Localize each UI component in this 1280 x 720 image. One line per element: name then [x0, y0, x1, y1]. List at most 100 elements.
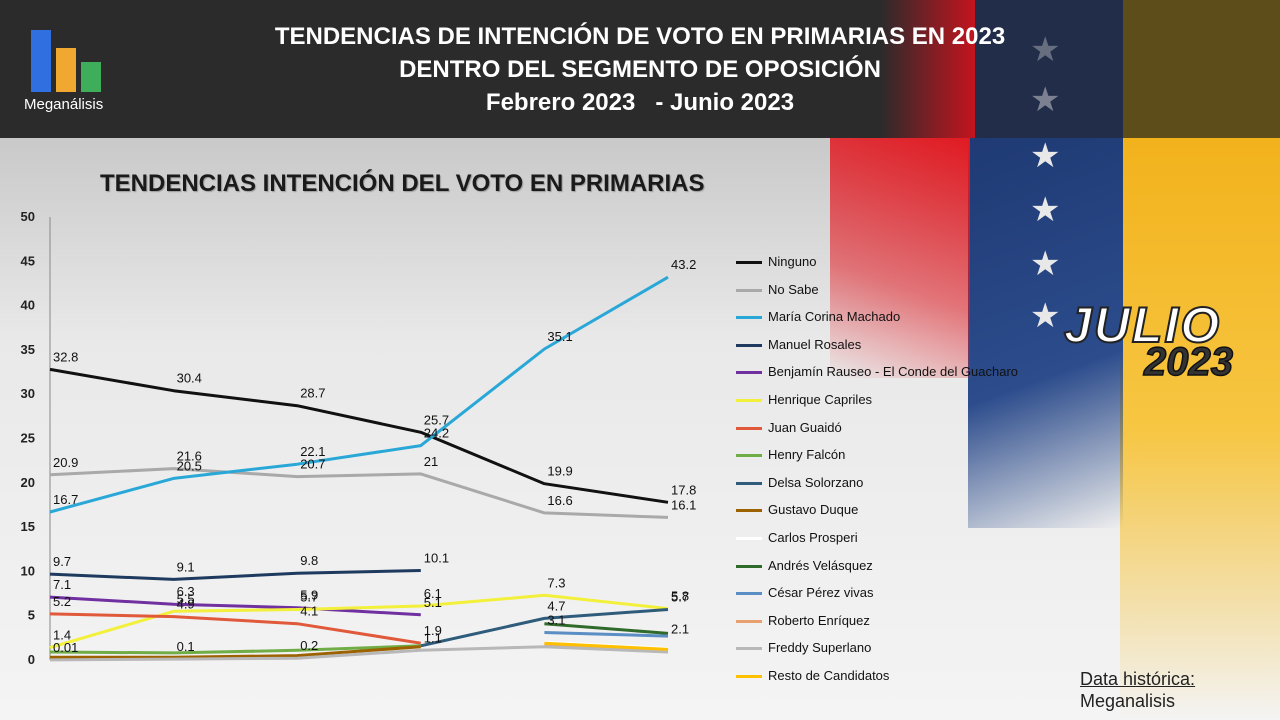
header-flag-red: [880, 0, 975, 138]
data-label: 43.2: [671, 257, 696, 272]
legend-swatch: [736, 537, 762, 540]
meganalisis-logo: Meganálisis: [24, 30, 114, 120]
series-line-delsa-solorzano: [420, 608, 669, 648]
legend-swatch: [736, 288, 762, 292]
data-label: 5.8: [671, 589, 689, 604]
data-label: 22.1: [300, 444, 325, 459]
logo-bar-blue: [31, 30, 51, 92]
data-label: 7.3: [547, 575, 565, 590]
series-line-juan-guaid-: [49, 612, 422, 645]
header-title-line3: Febrero 2023 - Junio 2023: [485, 89, 795, 116]
data-label: 32.8: [53, 349, 78, 364]
july-2023-badge: JULIO 2023: [1063, 296, 1274, 396]
data-label: 5.7: [300, 589, 318, 604]
data-label: 1.1: [424, 630, 442, 645]
logo-bar-orange: [56, 48, 76, 92]
data-label: 4.1: [300, 604, 318, 619]
legend-label: Benjamín Rauseo - El Conde del Guacharo: [768, 364, 1019, 380]
legend-swatch: [736, 592, 762, 596]
data-label: 16.7: [53, 492, 78, 507]
star-icon: ★: [1030, 31, 1061, 69]
data-label: 1.9: [424, 623, 442, 638]
data-label: 25.7: [424, 412, 449, 427]
legend-label: Juan Guaidó: [768, 419, 842, 435]
data-label: 0.01: [53, 640, 78, 655]
data-label: 5.2: [53, 594, 71, 609]
legend-swatch: [736, 675, 762, 678]
badge-year: 2023: [1143, 339, 1233, 385]
legend-label: Manuel Rosales: [768, 336, 862, 352]
legend-swatch: [736, 316, 762, 320]
data-label: 30.4: [177, 371, 202, 386]
legend-swatch: [736, 261, 762, 264]
y-tick-label: 50: [21, 209, 35, 224]
data-label: 7.1: [53, 577, 71, 592]
legend-swatch: [736, 564, 762, 568]
source-line1: Data histórica:: [1080, 669, 1196, 689]
flag-red-stripe: [830, 138, 970, 378]
series-line-manuel-rosales: [49, 569, 421, 581]
star-icon: ★: [1030, 137, 1061, 175]
data-label: 20.5: [177, 458, 202, 473]
y-tick-label: 10: [21, 563, 35, 578]
data-label: 6.3: [177, 584, 195, 599]
data-label: 20.9: [53, 455, 78, 470]
series-line-c-sar-p-rez-vivas: [544, 631, 669, 638]
y-tick-label: 0: [28, 652, 35, 667]
source-line2: Meganalisis: [1080, 691, 1176, 711]
legend-swatch: [736, 426, 762, 430]
series-line-mar-a-corina-machado: [49, 275, 669, 514]
legend-label: Roberto Enríquez: [768, 612, 870, 628]
data-label: 17.8: [671, 482, 696, 497]
legend-swatch: [736, 399, 762, 402]
data-label: 16.6: [547, 493, 572, 508]
logo-bar-green: [81, 62, 101, 92]
series-line-andr-s-vel-squez: [544, 622, 669, 635]
legend-label: Freddy Superlano: [768, 640, 872, 656]
data-label: 21.6: [177, 449, 202, 464]
data-label: 3.1: [547, 613, 565, 628]
legend-label: No Sabe: [768, 281, 819, 297]
y-tick-label: 15: [21, 519, 35, 534]
y-axis: 0 5 10 15 20 25 30 35 40 45 50: [21, 209, 51, 667]
logo-text: Meganálisis: [24, 96, 104, 113]
legend-label: Gustavo Duque: [768, 502, 859, 518]
legend-swatch: [736, 481, 762, 485]
data-label: 4.7: [547, 598, 565, 613]
data-label: 10.1: [424, 551, 449, 566]
series-line-henry-falc-n: [49, 644, 421, 655]
legend-swatch: [736, 371, 762, 375]
data-label: 5.1: [424, 595, 442, 610]
data-label: 20.7: [300, 457, 325, 472]
data-label: 0.2: [300, 638, 318, 653]
flag-blue-stripe: [968, 138, 1123, 528]
legend-label: Resto de Candidatos: [768, 668, 890, 683]
badge-month: JULIO: [1063, 296, 1222, 354]
source-note: Data histórica: Meganalisis: [1080, 668, 1195, 712]
series-line-no-sabe: [49, 467, 669, 519]
flag-yellow-stripe: [1120, 138, 1280, 720]
legend-swatch: [736, 509, 762, 513]
star-icon: ★: [1030, 245, 1061, 283]
data-label: 19.9: [547, 464, 572, 479]
data-label: 1.4: [53, 628, 71, 643]
series-lines: [49, 275, 669, 662]
legend-swatch: [736, 619, 762, 623]
data-labels: 32.8 30.4 28.7 25.7 19.9 17.8 20.9 21.6 20.7 21 16…: [53, 257, 696, 655]
legend-label: Henrique Capriles: [768, 392, 873, 407]
data-label: 5.5: [177, 591, 195, 606]
y-tick-label: 25: [21, 431, 35, 446]
legend-swatch: [736, 454, 762, 458]
series-line-resto-de-candidatos: [544, 641, 669, 651]
star-icon: ★: [1030, 81, 1061, 119]
line-chart: 0 5 10 15 20 25 30 35 40 45 50 32.8 30.4 28.7 25.7 19.…: [21, 209, 697, 667]
header-title-line1: TENDENCIAS DE INTENCIÓN DE VOTO EN PRIMA…: [274, 23, 1006, 50]
star-icon: ★: [1030, 297, 1061, 335]
star-icon: ★: [1030, 191, 1061, 229]
header-title-line2: DENTRO DEL SEGMENTO DE OPOSICIÓN: [399, 56, 881, 83]
y-tick-label: 35: [21, 342, 35, 357]
y-tick-label: 20: [21, 475, 35, 490]
series-line-gustavo-duque: [50, 645, 421, 659]
header-flag-yellow: [1123, 0, 1280, 138]
data-label: 9.8: [300, 553, 318, 568]
